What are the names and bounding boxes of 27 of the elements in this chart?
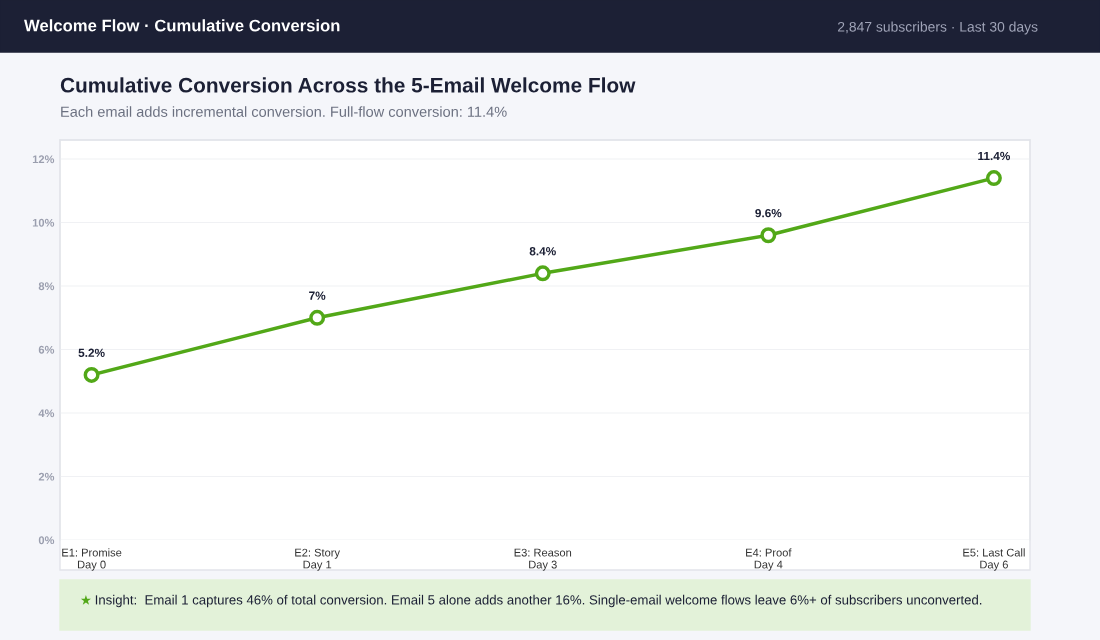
text: Welcome Flow · Cumulative Conversion [24, 19, 340, 32]
x-tick-label: E4: Proof Day 4 [746, 548, 792, 571]
data-label: 11.4% [978, 151, 1011, 161]
x-tick-label: E5: Last Call Day 6 [963, 548, 1025, 571]
text: ★ Insight: Email 1 captures 46% of total conversion. Email 5 alone adds another 16%. Single-email welcome flows leave 6%+ of subscribers unconverted. [80, 594, 982, 608]
data-label: 9.6% [755, 208, 782, 218]
x-tick-label: E1: Promise Day 0 [62, 548, 122, 571]
y-tick-label: 12% [32, 155, 55, 164]
chart-title: Cumulative Conversion Across the 5-Email Welcome Flow [60, 77, 636, 93]
y-tick-label: 6% [38, 345, 55, 354]
point [83, 366, 100, 383]
data-label: 8.4% [529, 247, 556, 256]
y-tick-label: 0% [38, 536, 55, 545]
text: 2,847 subscribers · Last 30 days [837, 21, 1038, 35]
data-label: 5.2% [78, 348, 105, 357]
x-tick-label: E3: Reason Day 3 [514, 548, 572, 571]
x-tick-label: E2: Story Day 1 [295, 548, 340, 571]
y-tick-label: 2% [38, 472, 55, 481]
point [309, 309, 326, 326]
point [985, 170, 1002, 187]
y-tick-label: 8% [38, 282, 55, 291]
y-tick-label: 4% [38, 409, 55, 418]
point [760, 227, 777, 244]
data-label: 7% [309, 291, 326, 300]
point [534, 265, 551, 282]
y-tick-label: 10% [32, 218, 55, 227]
chart-subtitle: Each email adds incremental conversion. Full-flow conversion: 11.4% [61, 106, 507, 117]
